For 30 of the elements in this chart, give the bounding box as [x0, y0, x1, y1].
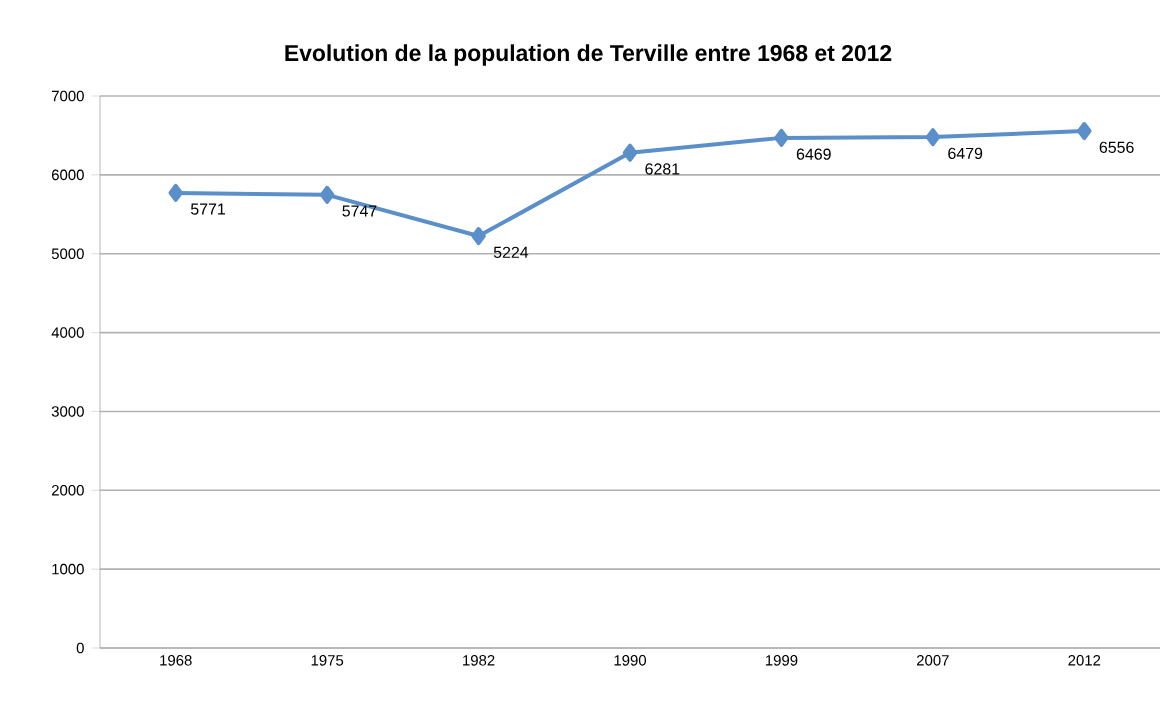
- data-label: 6479: [948, 147, 983, 160]
- x-tick-label: 1982: [463, 655, 495, 666]
- point: [319, 185, 335, 204]
- y-tick-label: 7000: [51, 90, 84, 102]
- x-tick-label: 1968: [160, 655, 192, 666]
- y-tick-label: 1000: [52, 563, 84, 575]
- y-tick-label: 4000: [51, 327, 84, 338]
- y-tick-label: 3000: [51, 406, 84, 417]
- data-label: 6281: [645, 163, 680, 175]
- y-tick-label: 0: [76, 642, 84, 654]
- chart-title: Evolution de la population de Terville entre 1968 et 2012: [285, 44, 892, 66]
- data-label: 5747: [342, 205, 377, 217]
- x-tick-label: 1990: [614, 655, 647, 666]
- x-tick-label: 1975: [311, 655, 344, 666]
- data-label: 5771: [190, 203, 226, 215]
- point: [622, 143, 638, 162]
- point: [471, 227, 486, 246]
- y-tick-label: 5000: [51, 248, 84, 260]
- point: [925, 128, 941, 147]
- point: [168, 183, 183, 202]
- y-tick-label: 6000: [51, 169, 84, 181]
- x-tick-label: 2012: [1068, 655, 1101, 666]
- data-label: 6556: [1099, 141, 1134, 153]
- data-label: 5224: [493, 246, 529, 258]
- point: [774, 128, 789, 147]
- x-tick-label: 2007: [916, 655, 949, 666]
- x-tick-label: 1999: [765, 655, 798, 666]
- data-label: 6469: [796, 148, 831, 160]
- point: [1077, 122, 1092, 141]
- y-tick-label: 2000: [51, 484, 84, 496]
